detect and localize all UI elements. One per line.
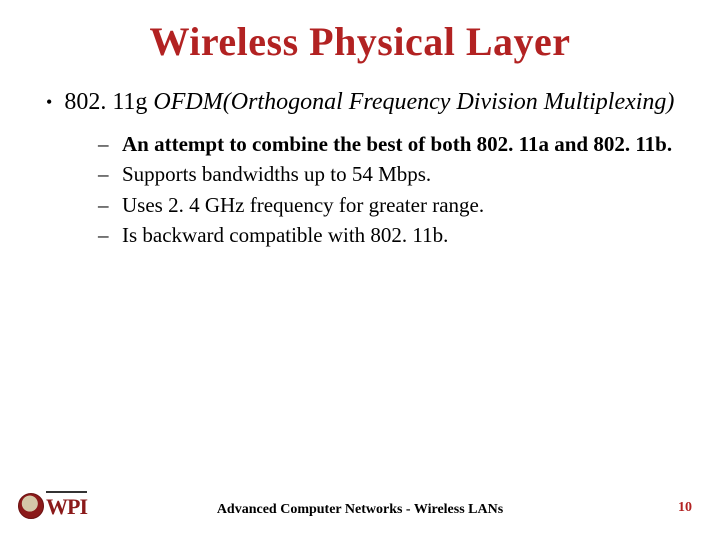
footer: WPI Advanced Computer Networks - Wireles… [0, 486, 720, 520]
sub-bullet-text: An attempt to combine the best of both 8… [122, 131, 672, 158]
bullet-dot-icon: • [46, 87, 52, 117]
bullet-main-lead: 802. 11g [64, 89, 153, 115]
slide-container: Wireless Physical Layer • 802. 11g OFDM(… [0, 0, 720, 540]
dash-icon: – [98, 131, 112, 158]
sub-bullet-text: Uses 2. 4 GHz frequency for greater rang… [122, 192, 484, 219]
sub-bullet: – An attempt to combine the best of both… [98, 131, 680, 158]
sub-bullet: – Supports bandwidths up to 54 Mbps. [98, 161, 680, 188]
sub-bullet: – Is backward compatible with 802. 11b. [98, 222, 680, 249]
dash-icon: – [98, 222, 112, 249]
dash-icon: – [98, 161, 112, 188]
sub-bullet-text: Is backward compatible with 802. 11b. [122, 222, 448, 249]
bullet-main-text: 802. 11g OFDM(Orthogonal Frequency Divis… [64, 87, 674, 117]
page-number: 10 [678, 500, 692, 516]
footer-center-text: Advanced Computer Networks - Wireless LA… [0, 502, 720, 518]
sub-list: – An attempt to combine the best of both… [98, 131, 680, 249]
sub-bullet-text: Supports bandwidths up to 54 Mbps. [122, 161, 431, 188]
bullet-main: • 802. 11g OFDM(Orthogonal Frequency Div… [46, 87, 680, 117]
slide-title: Wireless Physical Layer [40, 18, 680, 65]
dash-icon: – [98, 192, 112, 219]
bullet-main-italic: OFDM(Orthogonal Frequency Division Multi… [153, 89, 674, 115]
sub-bullet: – Uses 2. 4 GHz frequency for greater ra… [98, 192, 680, 219]
